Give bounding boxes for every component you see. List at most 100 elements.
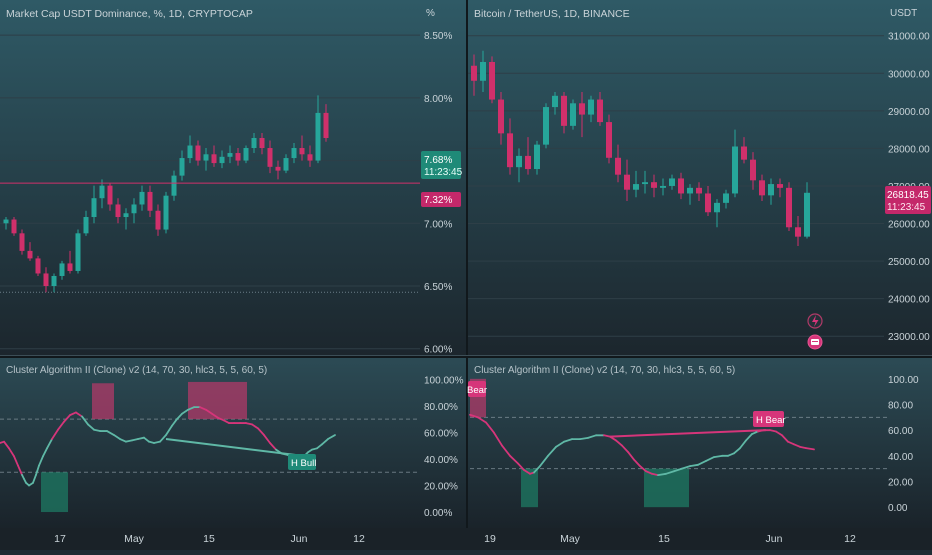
left-indicator-title[interactable]: Cluster Algorithm II (Clone) v2 (14, 70,… <box>6 365 267 376</box>
candle-body <box>471 65 477 81</box>
oscillator-segment <box>125 439 133 443</box>
left-chart-title: Market Cap USDT Dominance, %, 1D, CRYPTO… <box>6 8 253 20</box>
oscillator-segment <box>793 443 801 448</box>
candle-body <box>179 158 185 176</box>
right-indicator-title[interactable]: Cluster Algorithm II (Clone) v2 (14, 70,… <box>474 365 735 376</box>
oscillator-segment <box>673 467 683 473</box>
candle-body <box>732 146 738 194</box>
candle-body <box>489 61 495 100</box>
pink-zone-box <box>188 381 247 420</box>
oscillator-segment <box>681 465 691 470</box>
y-tick-label: 100.00 <box>888 375 919 386</box>
time-axis-bar <box>0 528 932 550</box>
left-countdown: 11:23:45 <box>424 167 463 178</box>
oscillator-segment <box>547 445 557 457</box>
oscillator-segment <box>3 440 10 450</box>
horizontal-split-divider[interactable] <box>0 355 932 358</box>
right-price-pane[interactable] <box>468 0 932 355</box>
candle-body <box>741 146 747 160</box>
oscillator-segment <box>523 469 531 475</box>
candle-body <box>561 95 567 126</box>
candle-body <box>235 153 241 161</box>
y-tick-label: 7.00% <box>424 219 452 230</box>
candle-body <box>75 233 81 271</box>
oscillator-segment <box>713 454 723 459</box>
y-tick-label: 8.50% <box>424 31 452 42</box>
y-tick-label: 26000.00 <box>888 220 930 231</box>
y-tick-label: 20.00 <box>888 478 913 489</box>
oscillator-segment <box>181 408 189 415</box>
candle-body <box>219 156 225 164</box>
candle-body <box>480 61 486 81</box>
left-last-price-value: 7.68% <box>424 155 452 166</box>
oscillator-segment <box>775 430 783 437</box>
left-price-pane[interactable] <box>0 0 466 355</box>
oscillator-segment <box>93 428 101 432</box>
candle-body <box>3 219 9 224</box>
oscillator-segment <box>32 473 37 484</box>
oscillator-segment <box>805 447 815 451</box>
oscillator-segment <box>63 414 71 423</box>
candle-body <box>83 217 89 234</box>
oscillator-segment <box>17 464 23 476</box>
oscillator-segment <box>159 434 167 443</box>
candle-body <box>804 192 810 237</box>
candle-body <box>795 227 801 237</box>
y-tick-label: 80.00 <box>888 401 913 412</box>
candle-body <box>597 99 603 123</box>
left-level-price-tag: 7.32% <box>421 192 461 207</box>
candle-body <box>307 154 313 161</box>
oscillator-segment <box>42 447 48 458</box>
candle-body <box>187 145 193 159</box>
oscillator-segment <box>509 454 519 465</box>
oscillator-segment <box>263 434 271 444</box>
bear-label-left: Bear <box>467 381 487 397</box>
candle-body <box>115 204 121 218</box>
left-oscillator <box>0 381 420 513</box>
oscillator-segment <box>81 415 89 426</box>
candle-body <box>323 112 329 138</box>
candle-body <box>195 145 201 161</box>
h-bull-label: H Bull <box>288 454 316 470</box>
candle-body <box>552 95 558 108</box>
oscillator-segment <box>733 447 741 455</box>
oscillator-segment <box>727 452 735 457</box>
oscillator-segment <box>645 470 653 475</box>
lightning-icon[interactable] <box>807 313 823 329</box>
y-tick-label: 25000.00 <box>888 257 930 268</box>
y-tick-label: 0.00% <box>424 508 452 519</box>
oscillator-segment <box>38 455 44 467</box>
earnings-icon[interactable] <box>807 334 823 350</box>
vertical-split-divider[interactable] <box>466 0 468 528</box>
right-chart-title: Bitcoin / TetherUS, 1D, BINANCE <box>474 8 630 20</box>
y-tick-label: 100.00% <box>424 375 464 386</box>
candle-body <box>759 180 765 196</box>
oscillator-segment <box>275 448 283 455</box>
candle-body <box>131 204 137 214</box>
candle-body <box>624 174 630 190</box>
oscillator-segment <box>657 472 667 476</box>
oscillator-segment <box>106 430 115 436</box>
oscillator-segment <box>621 444 629 453</box>
oscillator-segment <box>639 465 647 473</box>
candle-body <box>606 122 612 158</box>
y-tick-label: 80.00% <box>424 402 458 413</box>
candle-body <box>642 182 648 185</box>
oscillator-segment <box>689 463 699 468</box>
left-candles <box>3 95 329 293</box>
y-tick-label: 28000.00 <box>888 144 930 155</box>
y-tick-label: 24000.00 <box>888 295 930 306</box>
teal-zone-box <box>644 468 689 508</box>
candle-body <box>275 166 281 171</box>
x-tick-label: 19 <box>484 533 496 545</box>
candle-body <box>696 187 702 194</box>
right-candles <box>471 50 810 247</box>
candle-body <box>588 99 594 115</box>
oscillator-segment <box>633 458 641 468</box>
candle-body <box>579 103 585 115</box>
candle-body <box>516 155 522 168</box>
candle-body <box>687 187 693 194</box>
candle-body <box>678 178 684 194</box>
right-oscillator-pane[interactable] <box>468 358 932 528</box>
left-last-price-tag: 7.68% 11:23:45 <box>421 151 463 179</box>
